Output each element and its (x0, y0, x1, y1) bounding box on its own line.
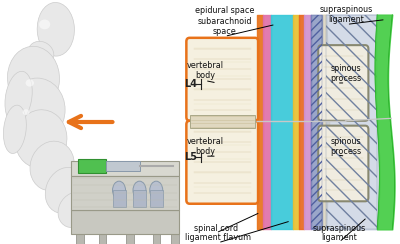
Text: spinal cord: spinal cord (194, 224, 238, 233)
Bar (152, 232, 160, 244)
Ellipse shape (8, 46, 60, 110)
FancyBboxPatch shape (186, 38, 258, 121)
Ellipse shape (133, 181, 146, 200)
Bar (171, 232, 178, 244)
Text: vertebral: vertebral (186, 61, 223, 70)
Bar (112, 190, 126, 207)
Bar (326, 15, 377, 229)
Bar (150, 190, 163, 207)
Text: process: process (330, 74, 361, 82)
Ellipse shape (39, 20, 50, 29)
Bar (106, 161, 140, 171)
Ellipse shape (22, 109, 30, 115)
Text: ligament: ligament (321, 233, 357, 242)
Text: space: space (213, 27, 236, 36)
Ellipse shape (15, 110, 67, 168)
Text: body: body (195, 71, 215, 80)
Ellipse shape (45, 167, 85, 213)
Text: spinous: spinous (330, 64, 361, 73)
Text: L4: L4 (184, 79, 197, 89)
Text: process: process (330, 147, 361, 156)
Text: L5: L5 (184, 152, 197, 162)
Ellipse shape (28, 41, 54, 66)
FancyBboxPatch shape (318, 126, 368, 201)
Text: ligament flavum: ligament flavum (185, 234, 251, 242)
FancyBboxPatch shape (186, 121, 258, 204)
Bar (76, 232, 84, 244)
Bar (98, 232, 106, 244)
Text: epidural space: epidural space (195, 7, 254, 15)
Bar (126, 232, 134, 244)
Ellipse shape (9, 78, 65, 142)
Bar (311, 15, 322, 229)
Text: supraspinous: supraspinous (312, 224, 366, 233)
Bar (71, 176, 178, 210)
Bar (133, 190, 146, 207)
Bar (78, 159, 106, 173)
Ellipse shape (30, 141, 74, 191)
Text: spinous: spinous (330, 137, 361, 146)
Text: body: body (195, 147, 215, 156)
Bar (71, 161, 178, 176)
Ellipse shape (112, 181, 126, 200)
Ellipse shape (5, 71, 32, 124)
Ellipse shape (58, 192, 91, 228)
Text: supraspinous: supraspinous (320, 5, 373, 14)
Text: vertebral: vertebral (186, 137, 223, 146)
Ellipse shape (26, 79, 34, 87)
FancyBboxPatch shape (318, 45, 368, 121)
Bar (190, 115, 255, 128)
Bar (71, 210, 178, 234)
Ellipse shape (4, 105, 26, 153)
Ellipse shape (37, 2, 74, 56)
Text: subarachnoid: subarachnoid (197, 17, 252, 26)
Text: ligament: ligament (329, 15, 364, 24)
Ellipse shape (150, 181, 163, 200)
